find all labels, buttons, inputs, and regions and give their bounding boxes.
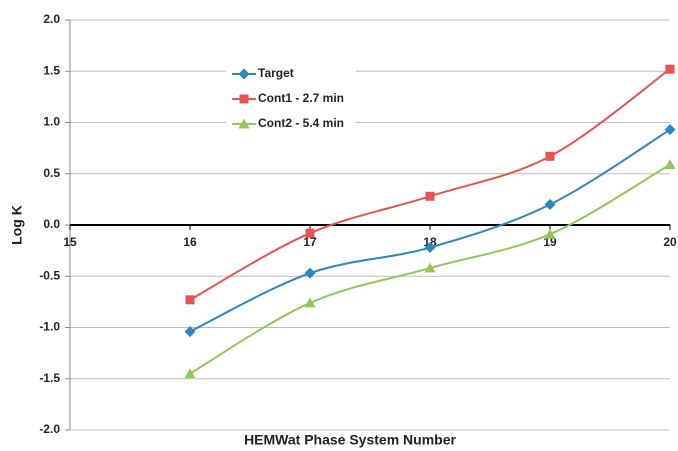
legend-label: Target <box>258 66 294 80</box>
marker <box>544 199 556 210</box>
x-axis-title: HEMWat Phase System Number <box>244 432 456 448</box>
marker <box>544 228 556 239</box>
marker <box>185 295 195 305</box>
marker <box>545 151 555 161</box>
legend-label: Cont2 - 5.4 min <box>258 116 344 130</box>
y-tick-label: 0.0 <box>43 217 60 231</box>
y-axis-title: Log K <box>9 205 25 245</box>
marker <box>425 191 435 201</box>
marker <box>665 64 675 74</box>
legend-marker <box>238 118 250 129</box>
y-tick-label: 2.0 <box>43 12 60 26</box>
legend-marker <box>238 68 250 80</box>
y-tick-label: -1.5 <box>39 371 60 385</box>
marker <box>664 159 676 170</box>
x-tick-label: 16 <box>183 235 197 249</box>
marker <box>304 267 316 279</box>
x-tick-label: 15 <box>63 235 77 249</box>
marker <box>424 242 436 254</box>
marker <box>305 228 315 238</box>
y-tick-label: -0.5 <box>39 268 60 282</box>
y-tick-label: 1.5 <box>43 63 60 77</box>
marker <box>184 368 196 379</box>
marker <box>424 262 436 273</box>
marker <box>304 297 316 308</box>
x-tick-label: 17 <box>303 235 317 249</box>
marker <box>664 124 676 136</box>
legend-label: Cont1 - 2.7 min <box>258 91 344 105</box>
x-tick-label: 20 <box>663 235 677 249</box>
marker <box>184 326 196 338</box>
y-tick-label: -1.0 <box>39 320 60 334</box>
y-tick-label: 1.0 <box>43 115 60 129</box>
y-tick-label: 0.5 <box>43 166 60 180</box>
series-line <box>189 128 671 333</box>
y-tick-label: -2.0 <box>39 422 60 436</box>
legend-marker <box>239 94 249 104</box>
